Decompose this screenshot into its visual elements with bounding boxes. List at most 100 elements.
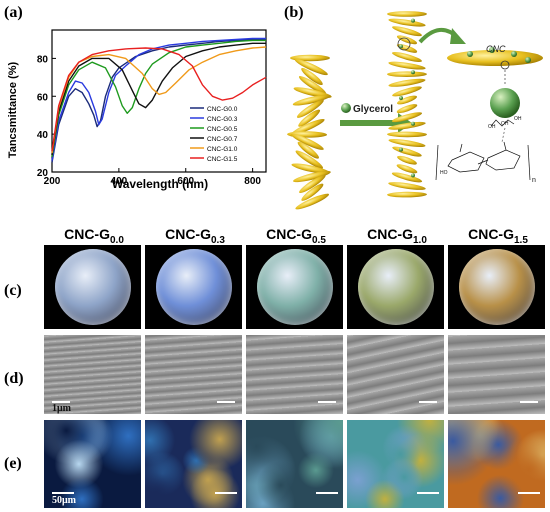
cnc-rod xyxy=(301,183,324,201)
film-disc xyxy=(458,249,535,325)
cnc-rod xyxy=(396,35,418,45)
legend-label-5: CNC-G1.5 xyxy=(207,156,238,163)
glycerol-molecule: OH OH OH xyxy=(488,88,522,143)
column-title-g05: CNC-G0.5 xyxy=(266,226,326,246)
cnc-rod xyxy=(297,141,319,159)
pom-scale-bar xyxy=(52,492,74,494)
glycerol-label: Glycerol xyxy=(353,104,393,115)
cnc-glycerol-schematic: Glycerol CNC OH OH OH HO n xyxy=(287,11,543,210)
film-disc xyxy=(155,249,232,325)
legend-label-0: CNC-G0.0 xyxy=(207,106,238,113)
oh-label-3: OH xyxy=(514,116,522,122)
sem-tile-4 xyxy=(448,335,545,414)
sem-scale-text: 1μm xyxy=(52,403,71,414)
cnc-rod xyxy=(391,172,423,183)
oh-label-1: OH xyxy=(488,124,496,130)
cnc-helix-with-glycerol xyxy=(387,11,427,198)
glycerol-molecule-icon xyxy=(341,103,351,113)
cnc-rod xyxy=(397,155,417,165)
cnc-rod xyxy=(299,174,326,194)
cnc-rod xyxy=(295,193,330,210)
series-line-3 xyxy=(51,42,266,156)
x-axis-label: Wavelength (nm) xyxy=(112,177,208,191)
cnc-rod xyxy=(392,86,422,97)
sem-scale-bar xyxy=(520,401,538,403)
cnc-rod xyxy=(396,104,418,114)
sem-tile-1 xyxy=(145,335,242,414)
glycerol-dot xyxy=(411,173,415,178)
pom-scale-bar xyxy=(417,492,439,494)
plot-frame xyxy=(51,29,267,173)
column-title-g03: CNC-G0.3 xyxy=(165,226,225,246)
series-line-5 xyxy=(51,47,267,152)
glycerol-dot xyxy=(411,18,415,23)
cnc-rod xyxy=(396,164,418,174)
sem-scale-bar xyxy=(217,401,235,403)
glycerol-dot xyxy=(399,147,403,152)
y-tick-label: 80 xyxy=(37,54,49,65)
cnc-rod xyxy=(387,11,427,17)
panel-label-a: (a) xyxy=(4,4,23,21)
sem-tile-3 xyxy=(347,335,444,414)
series-line-1 xyxy=(51,37,266,161)
cnc-rod xyxy=(388,182,426,190)
cnc-rod-zoom: CNC xyxy=(447,44,543,86)
transmittance-chart: 200 400 600 800 20 40 60 80 CNC-G0.0 CNC-G0.3 CNC… xyxy=(7,29,267,191)
cnc-rod xyxy=(388,138,426,148)
cnc-rod xyxy=(298,109,321,127)
photo-tile-3 xyxy=(347,245,444,329)
legend-label-3: CNC-G0.7 xyxy=(207,136,238,143)
panel-label-d: (d) xyxy=(4,370,24,387)
pom-tile-3 xyxy=(347,420,444,508)
cellulose-structure: HO n xyxy=(435,141,536,184)
cnc-rod xyxy=(293,170,331,183)
cnc-rod xyxy=(397,95,417,105)
pom-tile-2 xyxy=(246,420,343,508)
cnc-rod xyxy=(291,163,330,174)
x-tick-label: 400 xyxy=(111,176,128,187)
cnc-rod xyxy=(295,150,324,169)
cnc-rod xyxy=(388,121,426,130)
legend-label-4: CNC-G1.0 xyxy=(207,146,238,153)
pom-scale-text: 50μm xyxy=(52,495,76,506)
film-disc xyxy=(256,249,333,325)
ho-label: HO xyxy=(440,170,448,176)
legend-label-2: CNC-G0.5 xyxy=(207,126,238,133)
cnc-rod xyxy=(392,52,422,62)
cnc-rod xyxy=(387,71,427,78)
cnc-rod xyxy=(296,99,324,118)
cnc-label: CNC xyxy=(486,44,506,54)
glycerol-dot xyxy=(399,44,403,49)
cnc-rod xyxy=(392,26,422,37)
photo-tile-1 xyxy=(145,245,242,329)
cnc-rod xyxy=(298,76,327,95)
cnc-rod xyxy=(388,61,426,70)
pom-scale-bar xyxy=(518,492,540,494)
highlight-circle xyxy=(397,37,411,51)
film-disc xyxy=(357,249,434,325)
cnc-rod xyxy=(391,112,423,123)
panel-label-e: (e) xyxy=(4,455,22,472)
repeat-n-label: n xyxy=(532,177,536,184)
photo-tile-2 xyxy=(246,245,343,329)
panel-label-c: (c) xyxy=(4,282,22,299)
photo-tile-0 xyxy=(44,245,141,329)
x-tick-label: 800 xyxy=(244,176,261,187)
cnc-rod xyxy=(292,94,331,106)
cnc-helix-without-glycerol xyxy=(287,54,332,210)
cnc-rod xyxy=(387,191,427,198)
sem-scale-bar xyxy=(318,401,336,403)
column-title-g00: CNC-G0.0 xyxy=(64,226,124,246)
column-title-g10: CNC-G1.0 xyxy=(367,226,427,246)
pom-tile-1 xyxy=(145,420,242,508)
photo-tile-4 xyxy=(448,245,545,329)
y-axis-label: Tancsmittance (%) xyxy=(7,61,19,158)
oh-label-2: OH xyxy=(501,121,509,127)
cnc-rod xyxy=(388,78,426,87)
sem-scale-bar xyxy=(52,401,70,403)
cnc-rod xyxy=(294,59,328,76)
series-line-0 xyxy=(51,38,266,163)
glycerol-dot xyxy=(411,121,415,126)
cnc-rod xyxy=(291,118,325,135)
pom-tile-4 xyxy=(448,420,545,508)
